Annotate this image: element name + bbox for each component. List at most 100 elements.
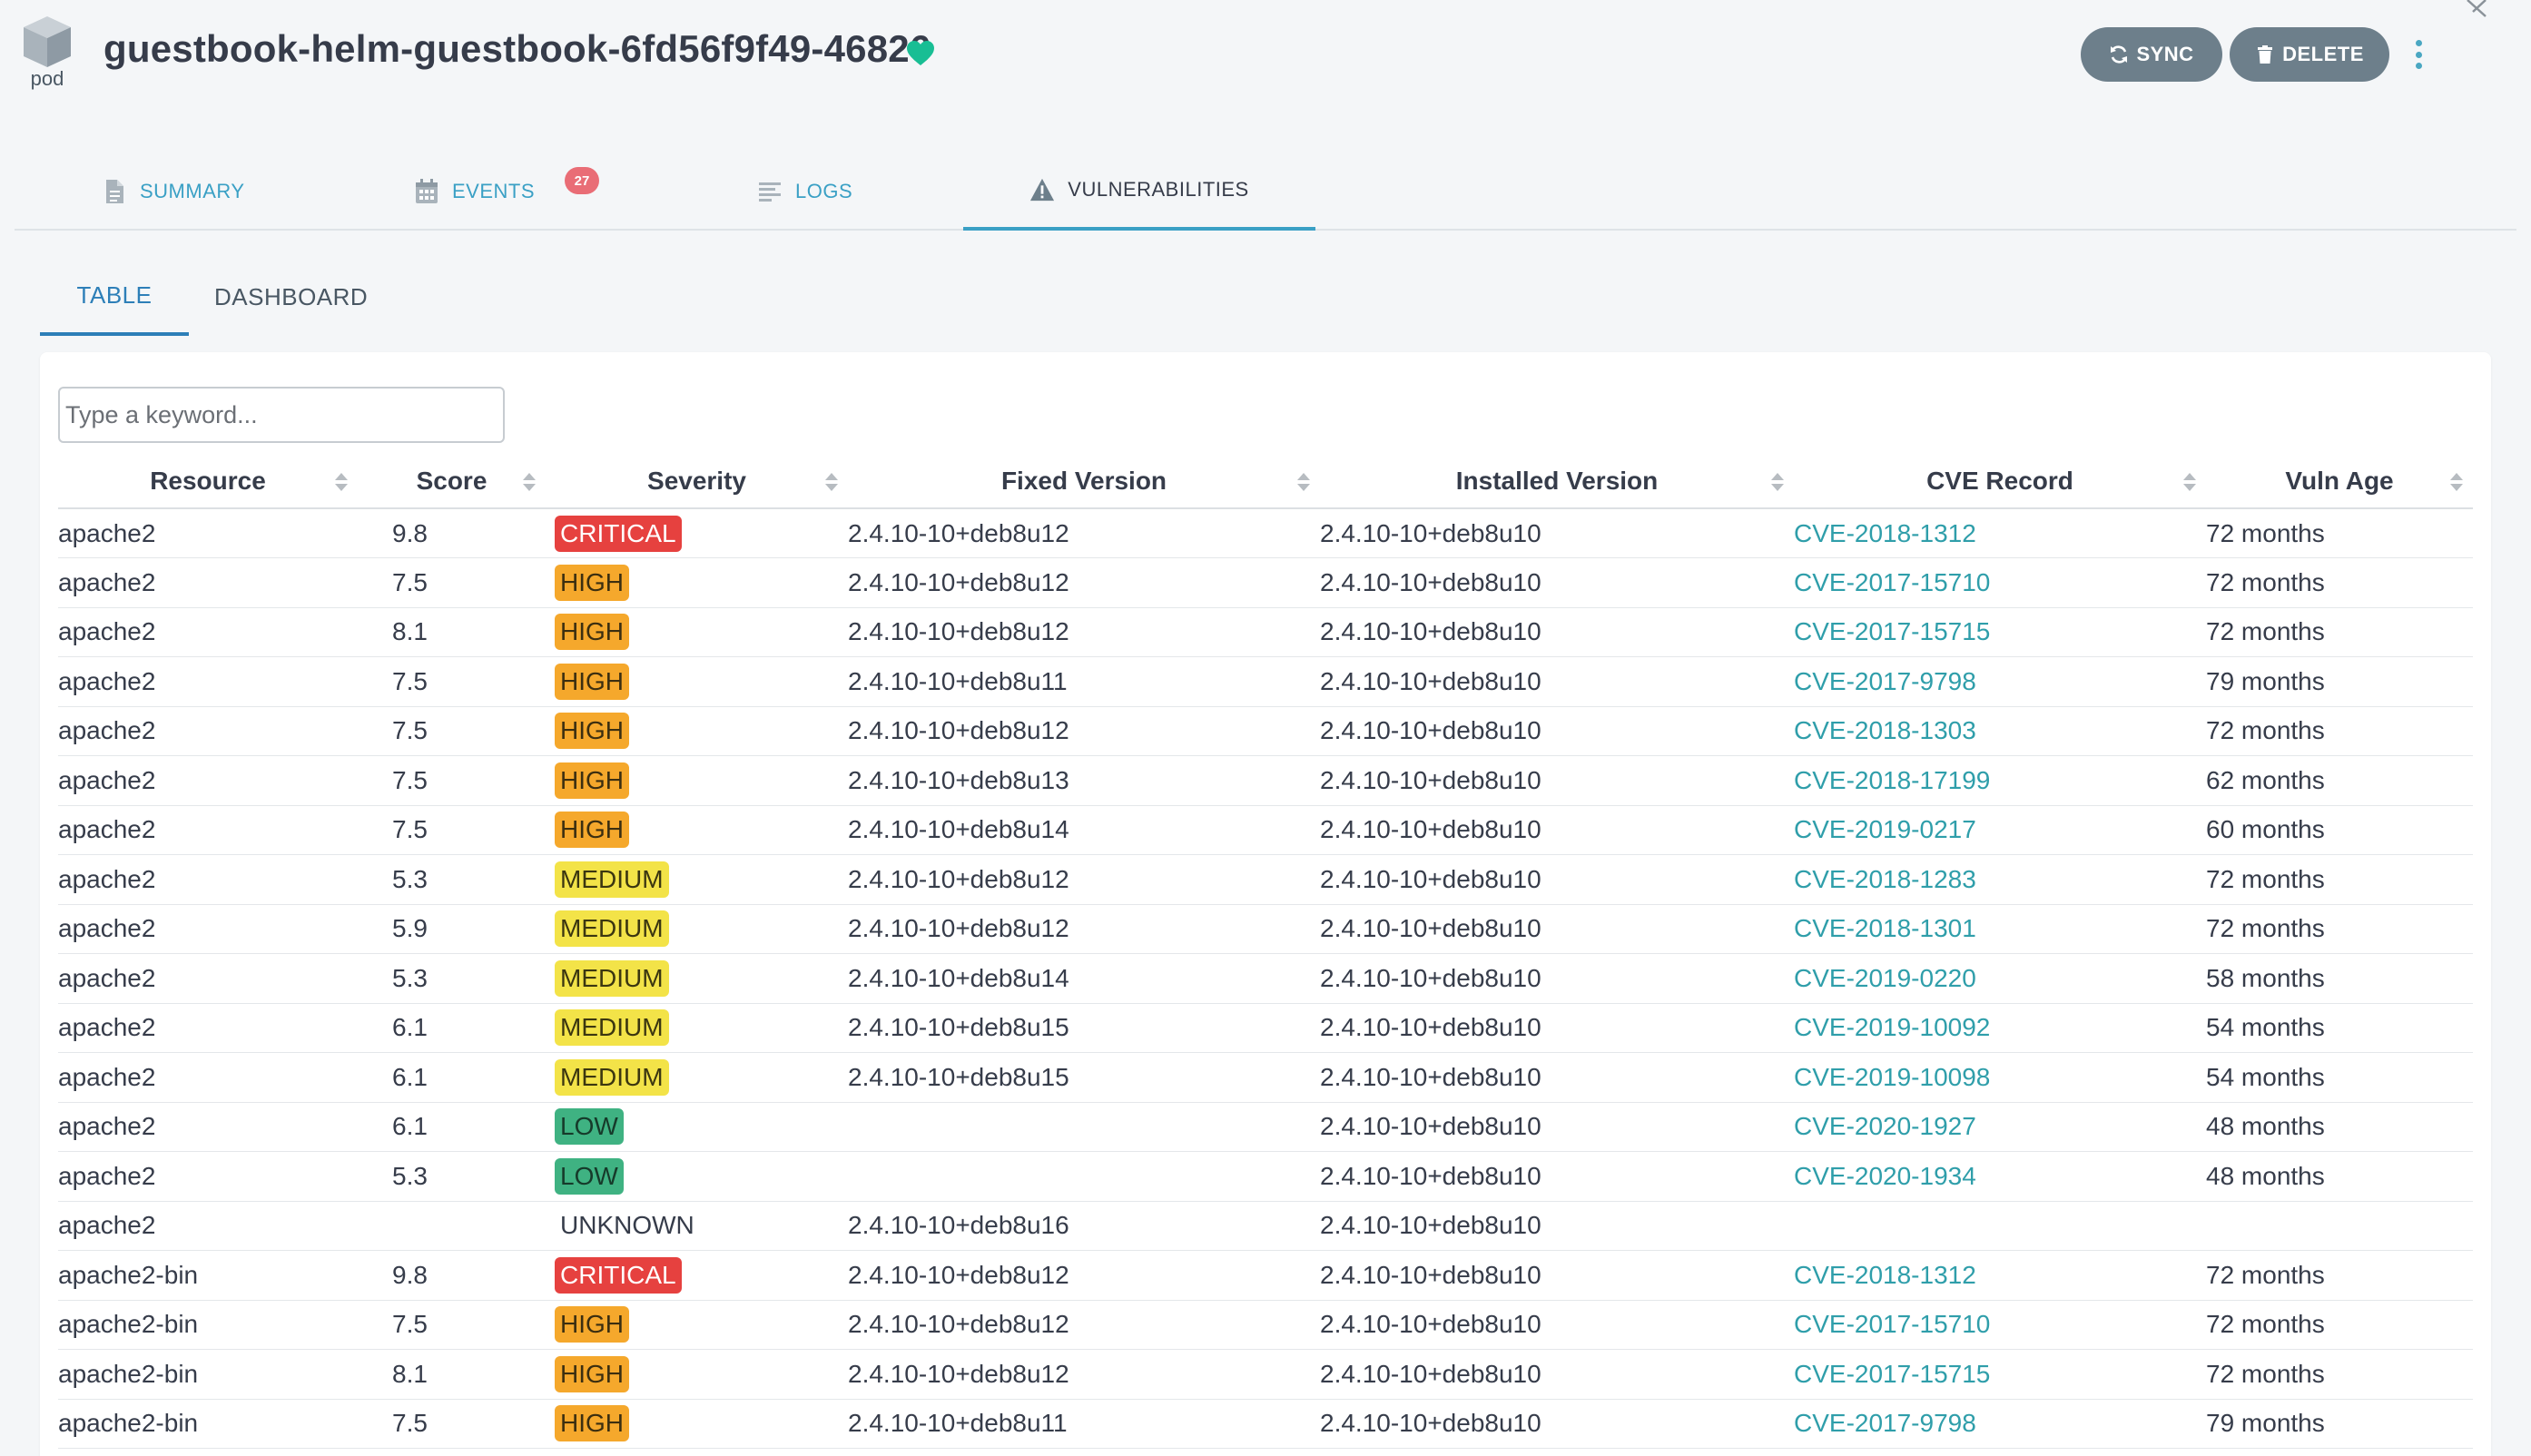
cell-resource: apache2 <box>58 508 358 558</box>
close-icon[interactable] <box>2464 0 2489 20</box>
cell-vuln-age: 72 months <box>2206 854 2473 905</box>
column-header-installed-version[interactable]: Installed Version <box>1320 454 1794 509</box>
tab-logs[interactable]: LOGS <box>757 152 852 231</box>
cell-fixed-version: 2.4.10-10+deb8u12 <box>848 1300 1320 1350</box>
cell-severity: CRITICAL <box>546 508 848 558</box>
cell-severity: HIGH <box>546 607 848 657</box>
cell-fixed-version <box>848 1151 1320 1202</box>
severity-badge: HIGH <box>555 713 629 750</box>
severity-badge: HIGH <box>555 564 629 601</box>
sort-icon[interactable] <box>2182 472 2197 492</box>
cell-installed-version: 2.4.10-10+deb8u10 <box>1320 706 1794 756</box>
cve-record-link[interactable]: CVE-2020-1934 <box>1794 1151 2206 1202</box>
cve-record-link[interactable]: CVE-2019-10092 <box>1794 1003 2206 1053</box>
search-input[interactable] <box>58 387 505 443</box>
cell-severity: MEDIUM <box>546 953 848 1004</box>
severity-badge: HIGH <box>555 1405 629 1442</box>
cve-record-link[interactable]: CVE-2018-1301 <box>1794 904 2206 954</box>
table-row: apache2 7.5 HIGH 2.4.10-10+deb8u14 2.4.10-10… <box>58 805 2473 855</box>
column-header-severity[interactable]: Severity <box>546 454 848 509</box>
cve-record-link[interactable]: CVE-2017-9798 <box>1794 656 2206 707</box>
cell-resource: apache2 <box>58 706 358 756</box>
warning-icon <box>1030 178 1055 202</box>
sort-icon[interactable] <box>824 472 839 492</box>
sort-icon[interactable] <box>334 472 349 492</box>
sort-icon[interactable] <box>522 472 537 492</box>
cell-installed-version: 2.4.10-10+deb8u10 <box>1320 508 1794 558</box>
severity-badge: LOW <box>555 1157 624 1195</box>
cve-record-link[interactable]: CVE-2020-1927 <box>1794 1102 2206 1152</box>
cve-record-link[interactable]: CVE-2019-10098 <box>1794 1052 2206 1103</box>
cell-score: 7.5 <box>358 656 546 707</box>
cell-score: 8.1 <box>358 607 546 657</box>
column-header-fixed-version[interactable]: Fixed Version <box>848 454 1320 509</box>
cell-score: 7.5 <box>358 557 546 608</box>
cell-fixed-version: 2.4.10-10+deb8u12 <box>848 557 1320 608</box>
cell-fixed-version: 2.4.10-10+deb8u15 <box>848 1003 1320 1053</box>
table-header-row: Resource Score Severity Fixed Version Instal… <box>58 454 2473 509</box>
tab-summary[interactable]: SUMMARY <box>102 152 245 231</box>
cve-record-link[interactable]: CVE-2018-1312 <box>1794 508 2206 558</box>
cell-installed-version: 2.4.10-10+deb8u10 <box>1320 607 1794 657</box>
sort-icon[interactable] <box>1296 472 1311 492</box>
resource-tabs: SUMMARY EVENTS 27 LOGS <box>15 152 2516 231</box>
column-header-cve-record[interactable]: CVE Record <box>1794 454 2206 509</box>
severity-badge: MEDIUM <box>555 959 669 997</box>
cve-record-link[interactable]: CVE-2018-1283 <box>1794 854 2206 905</box>
cve-record-link[interactable]: CVE-2018-17199 <box>1794 755 2206 806</box>
cell-fixed-version: 2.4.10-10+deb8u12 <box>848 854 1320 905</box>
cell-fixed-version: 2.4.10-10+deb8u12 <box>848 508 1320 558</box>
cve-record-link[interactable]: CVE-2017-15710 <box>1794 557 2206 608</box>
table-row: apache2 5.3 MEDIUM 2.4.10-10+deb8u14 2.4.10-… <box>58 953 2473 1004</box>
cell-fixed-version: 2.4.10-10+deb8u12 <box>848 706 1320 756</box>
cell-vuln-age: 72 months <box>2206 904 2473 954</box>
cell-score: 9.8 <box>358 1250 546 1301</box>
cve-record-link[interactable]: CVE-2019-0217 <box>1794 805 2206 855</box>
tab-events[interactable]: EVENTS <box>414 152 535 231</box>
cell-score: 7.5 <box>358 1300 546 1350</box>
sort-icon[interactable] <box>1770 472 1785 492</box>
cell-score: 7.5 <box>358 805 546 855</box>
cell-vuln-age: 72 months <box>2206 706 2473 756</box>
cell-installed-version: 2.4.10-10+deb8u10 <box>1320 755 1794 806</box>
cve-record-link[interactable]: CVE-2017-9798 <box>1794 1399 2206 1449</box>
cve-record-link[interactable]: CVE-2018-1312 <box>1794 1250 2206 1301</box>
cve-record-link[interactable]: CVE-2017-15715 <box>1794 1349 2206 1400</box>
cell-severity: MEDIUM <box>546 904 848 954</box>
severity-badge: MEDIUM <box>555 861 669 898</box>
cve-record-link[interactable]: CVE-2019-0220 <box>1794 953 2206 1004</box>
cell-resource: apache2 <box>58 1102 358 1152</box>
tab-table[interactable]: TABLE <box>40 258 189 336</box>
severity-badge: HIGH <box>555 614 629 651</box>
cve-record-link[interactable]: CVE-2018-1303 <box>1794 706 2206 756</box>
table-row: apache2-bin 8.1 HIGH 2.4.10-10+deb8u12 2.4.1… <box>58 1349 2473 1400</box>
file-icon <box>106 180 123 203</box>
column-header-score[interactable]: Score <box>358 454 546 509</box>
more-options-icon[interactable] <box>2408 36 2429 73</box>
cell-severity: UNKNOWN <box>546 1201 848 1251</box>
cell-severity: HIGH <box>546 557 848 608</box>
cell-vuln-age: 54 months <box>2206 1052 2473 1103</box>
cell-vuln-age: 60 months <box>2206 805 2473 855</box>
cell-installed-version: 2.4.10-10+deb8u10 <box>1320 904 1794 954</box>
cell-vuln-age: 58 months <box>2206 953 2473 1004</box>
severity-badge: CRITICAL <box>555 1256 682 1294</box>
tab-dashboard[interactable]: DASHBOARD <box>214 282 369 310</box>
sync-button[interactable]: SYNC <box>2081 27 2222 82</box>
cve-record-link[interactable]: CVE-2017-15710 <box>1794 1300 2206 1350</box>
cell-vuln-age: 72 months <box>2206 1300 2473 1350</box>
cve-record-link[interactable]: CVE-2017-15715 <box>1794 607 2206 657</box>
cell-score: 7.5 <box>358 755 546 806</box>
sort-icon[interactable] <box>2449 472 2464 492</box>
cell-resource: apache2-bin <box>58 1300 358 1350</box>
column-header-label: Severity <box>647 466 746 495</box>
column-header-vuln-age[interactable]: Vuln Age <box>2206 454 2473 509</box>
cell-fixed-version: 2.4.10-10+deb8u13 <box>848 755 1320 806</box>
delete-button[interactable]: DELETE <box>2230 27 2389 82</box>
tab-vulnerabilities[interactable]: VULNERABILITIES <box>963 152 1315 231</box>
cell-score: 6.1 <box>358 1052 546 1103</box>
table-row: apache2 7.5 HIGH 2.4.10-10+deb8u13 2.4.10-10… <box>58 755 2473 806</box>
cell-score: 7.5 <box>358 706 546 756</box>
table-row: apache2 6.1 MEDIUM 2.4.10-10+deb8u15 2.4.10-… <box>58 1052 2473 1103</box>
column-header-resource[interactable]: Resource <box>58 454 358 509</box>
